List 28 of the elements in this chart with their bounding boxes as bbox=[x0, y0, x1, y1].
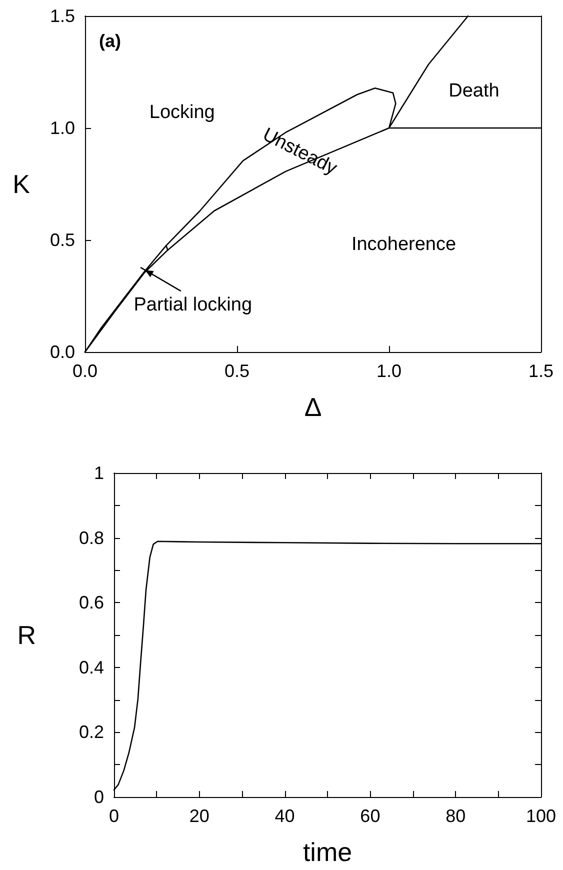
y-tick-label: 1 bbox=[94, 463, 104, 483]
x-tick-label: 0.5 bbox=[224, 361, 250, 381]
x-tick-label: 0 bbox=[108, 806, 120, 826]
x-tick-label: 80 bbox=[446, 806, 466, 826]
x-tick-label: 40 bbox=[274, 806, 295, 826]
y-axis-title: R bbox=[17, 620, 36, 650]
y-tick-label: 1.5 bbox=[50, 6, 75, 26]
y-tick-label: 0.0 bbox=[50, 342, 75, 362]
x-tick-label: 1.5 bbox=[528, 361, 554, 381]
y-tick-label: 0.2 bbox=[78, 722, 104, 742]
y-tick-label: 0.8 bbox=[78, 528, 104, 548]
x-tick-label: 60 bbox=[360, 806, 380, 826]
y-tick-label: 0 bbox=[94, 787, 104, 807]
y-tick-label: 1.0 bbox=[50, 118, 75, 138]
x-axis-title: Δ bbox=[304, 392, 322, 422]
y-tick-label: 0.5 bbox=[50, 230, 75, 250]
annotation: Incoherence bbox=[351, 234, 456, 255]
annotation: Locking bbox=[149, 102, 215, 123]
x-tick-label: 100 bbox=[526, 806, 556, 826]
annotation: Partial locking bbox=[134, 294, 252, 316]
y-axis-title: K bbox=[12, 169, 31, 199]
x-tick-label: 1.0 bbox=[376, 361, 402, 381]
x-tick-label: 20 bbox=[189, 806, 210, 826]
y-tick-label: 0.6 bbox=[78, 592, 104, 613]
y-tick-label: 0.4 bbox=[78, 657, 104, 678]
annotation: Death bbox=[448, 80, 500, 102]
annotation: (a) bbox=[99, 31, 122, 51]
x-axis-title: time bbox=[302, 837, 352, 867]
